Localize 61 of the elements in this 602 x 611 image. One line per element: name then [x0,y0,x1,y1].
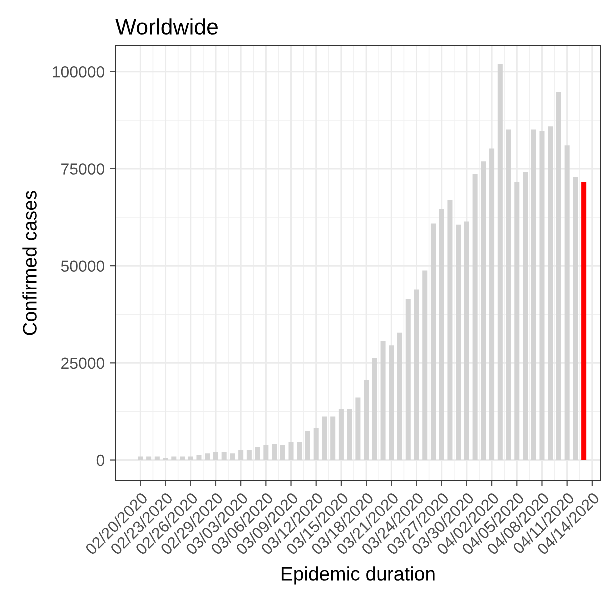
bar [356,398,361,460]
bar [398,332,403,460]
y-tick-label: 0 [96,454,105,466]
bar [380,341,386,460]
bar [556,92,562,460]
bar [222,452,227,460]
bar [347,409,352,460]
bar [213,452,218,460]
bar [314,428,319,460]
bar [582,182,587,460]
bar [464,222,470,460]
bar [372,358,378,460]
bar [389,346,394,460]
bar [406,299,411,460]
bar [196,455,202,460]
bar [522,172,528,460]
bar [205,454,210,460]
bar [305,431,311,460]
bar [297,442,302,460]
y-tick-label: 50000 [61,260,105,272]
y-axis-title: Confirmed cases [22,191,37,336]
bar [138,456,144,460]
bar [564,146,570,460]
bar [180,456,186,460]
bar [364,380,370,460]
bar [490,148,495,460]
bar [506,130,512,460]
bar [422,270,428,460]
y-tick-label: 25000 [62,358,105,370]
y-tick-label: 100000 [53,66,105,78]
bar [481,162,486,460]
bar [540,131,545,460]
bar [288,442,294,460]
bar [272,444,278,460]
bar [154,456,160,460]
bar [456,224,462,460]
bar [498,64,503,460]
bar [548,126,554,460]
bar [414,290,420,460]
bar [573,177,578,460]
bar [439,209,444,460]
bar [338,409,344,460]
chart-title: Worldwide [116,18,218,35]
bar [472,174,478,460]
bar [448,200,453,460]
bar [255,447,260,460]
bar [146,456,152,460]
bar [514,182,520,460]
bar [322,416,328,460]
bar [188,456,194,460]
bar [430,224,436,460]
bar [280,446,286,460]
y-tick-label: 75000 [62,164,105,175]
bar [264,446,269,460]
bar [238,450,244,460]
bar [172,456,177,460]
x-axis-title: Epidemic duration [282,566,435,585]
bar [230,454,236,460]
bar [246,450,252,460]
bar [330,416,336,460]
bar [531,130,536,460]
